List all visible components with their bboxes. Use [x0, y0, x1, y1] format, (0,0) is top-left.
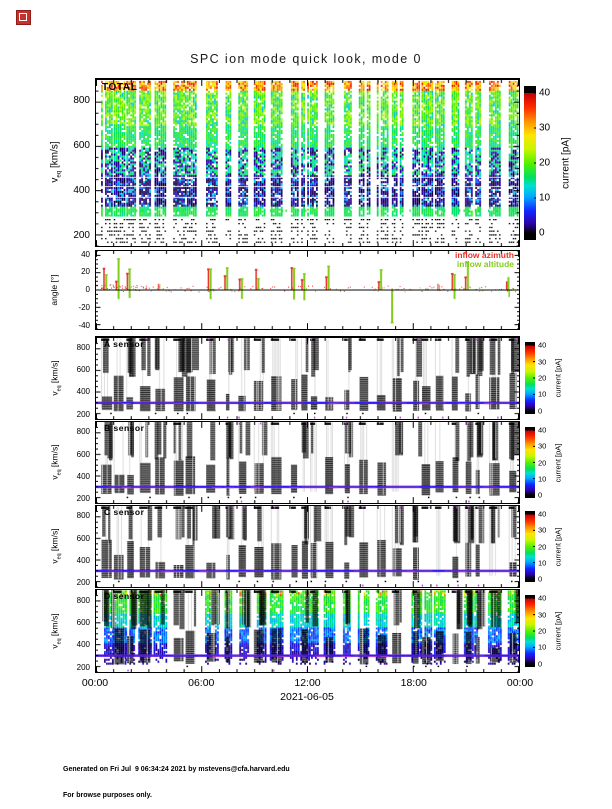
colorbar-tick-b: 30	[538, 441, 547, 451]
colorbar-label-total: current [pA]	[560, 137, 572, 189]
total-spectrogram-canvas	[96, 80, 519, 246]
footer-line2: For browse purposes only.	[63, 791, 152, 799]
page-title: SPC ion mode quick look, mode 0	[190, 52, 422, 66]
colorbar-tick-c: 20	[538, 542, 547, 551]
colorbar-tick-total: 10	[539, 192, 551, 204]
page-root: { "title": "SPC ion mode quick look, mod…	[16, 10, 572, 799]
x-tick-label: 18:00	[400, 677, 427, 689]
colorbar-tick-c: 30	[538, 525, 547, 535]
v-label-sub: eq	[55, 170, 63, 178]
y-tick-label-a: 800	[76, 342, 90, 352]
y-tick-label-b: 400	[76, 471, 90, 481]
y-tick-label-total: 600	[73, 139, 90, 151]
colorbar-label-a: current [pA]	[553, 358, 563, 398]
colorbar-tick-b: 10	[538, 474, 547, 484]
colorbar-tick-total: 0	[539, 227, 545, 239]
panel-label-c-sensor: C sensor	[104, 507, 145, 517]
colorbar-d	[525, 595, 535, 667]
colorbar-tick-d: 40	[538, 593, 547, 603]
x-tick-label: 00:00	[506, 677, 534, 689]
panel-label-d-sensor: D sensor	[104, 591, 145, 601]
colorbar-tick-c: 0	[538, 574, 543, 584]
broken-image-icon	[16, 10, 31, 25]
y-tick-label-a: 200	[76, 409, 90, 419]
panel-c-sensor: C sensor	[95, 505, 520, 588]
y-tick-label-angle: -40	[78, 320, 90, 330]
colorbar-tick-c: 40	[538, 509, 547, 519]
colorbar-total	[524, 86, 536, 240]
colorbar-tick-b: 20	[538, 458, 547, 467]
angle-plot-canvas	[96, 251, 519, 329]
colorbar-label-d: current [pA]	[553, 611, 563, 651]
y-tick-label-angle: 20	[81, 267, 90, 277]
legend-inflow-altitude: inflow altitude	[456, 258, 514, 269]
y-tick-label-total: 400	[73, 184, 90, 196]
colorbar-tick-a: 40	[538, 340, 547, 350]
y-tick-label-d: 800	[76, 595, 90, 605]
colorbar-tick-a: 20	[538, 373, 547, 383]
d-sensor-canvas	[96, 590, 519, 672]
y-tick-label-c: 400	[76, 555, 90, 565]
colorbar-tick-total: 40	[539, 87, 551, 99]
y-tick-label-angle: -20	[78, 302, 90, 312]
y-tick-label-c: 200	[76, 577, 90, 587]
x-axis-date: 2021-06-05	[280, 691, 334, 703]
panel-label-total: TOTAL	[102, 82, 138, 93]
y-tick-label-angle: 40	[81, 249, 90, 259]
v-label-prefix: v	[49, 177, 61, 183]
y-tick-label-b: 200	[76, 493, 90, 503]
y-tick-label-total: 800	[73, 94, 90, 106]
panel-d-sensor: D sensor	[95, 589, 520, 673]
colorbar-label-b: current [pA]	[553, 443, 563, 482]
y-tick-label-d: 400	[76, 640, 90, 650]
colorbar-tick-total: 30	[539, 122, 551, 134]
colorbar-tick-d: 0	[538, 659, 543, 669]
angle-legend: inflow azimuth inflow altitude	[455, 251, 514, 269]
panel-total-spectrogram: TOTAL	[95, 78, 520, 247]
footer: Generated on Fri Jul 9 06:34:24 2021 by …	[63, 749, 290, 809]
y-tick-label-d: 600	[76, 617, 90, 627]
colorbar-tick-b: 40	[538, 425, 547, 435]
panel-a-sensor: A sensor	[95, 336, 520, 420]
colorbar-tick-d: 10	[538, 642, 547, 652]
c-sensor-canvas	[96, 506, 519, 587]
colorbar-tick-d: 30	[538, 610, 547, 620]
x-tick-label: 12:00	[294, 677, 321, 689]
colorbar-tick-a: 10	[538, 389, 547, 399]
a-sensor-canvas	[96, 338, 519, 419]
legend-inflow-azimuth: inflow azimuth	[454, 250, 514, 260]
x-tick-label: 06:00	[188, 677, 215, 689]
y-tick-label-a: 600	[76, 364, 90, 374]
x-tick-label: 00:00	[81, 677, 109, 689]
b-sensor-canvas	[96, 422, 519, 503]
colorbar-b	[525, 427, 535, 498]
y-tick-label-b: 800	[76, 427, 90, 437]
colorbar-label-c: current [pA]	[553, 527, 563, 566]
footer-line1: Generated on Fri Jul 9 06:34:24 2021 by …	[63, 766, 290, 774]
y-tick-label-d: 200	[76, 662, 90, 672]
y-tick-label-total: 200	[73, 229, 90, 241]
y-tick-label-b: 600	[76, 449, 90, 459]
colorbar-tick-b: 0	[538, 490, 543, 500]
colorbar-a	[525, 342, 535, 414]
colorbar-tick-a: 30	[538, 357, 547, 367]
panel-inflow-angle: inflow azimuth inflow altitude	[95, 250, 520, 330]
colorbar-tick-c: 10	[538, 558, 547, 568]
panel-b-sensor: B sensor	[95, 421, 520, 504]
panel-label-b-sensor: B sensor	[104, 423, 145, 433]
y-tick-label-a: 400	[76, 387, 90, 397]
panel-label-a-sensor: A sensor	[104, 339, 145, 349]
y-tick-label-angle: 0	[85, 285, 90, 295]
y-tick-label-c: 600	[76, 533, 90, 543]
colorbar-c	[525, 511, 535, 582]
y-tick-label-c: 800	[76, 511, 90, 521]
colorbar-tick-total: 20	[539, 157, 551, 169]
colorbar-tick-a: 0	[538, 406, 543, 416]
colorbar-tick-d: 20	[538, 626, 547, 636]
